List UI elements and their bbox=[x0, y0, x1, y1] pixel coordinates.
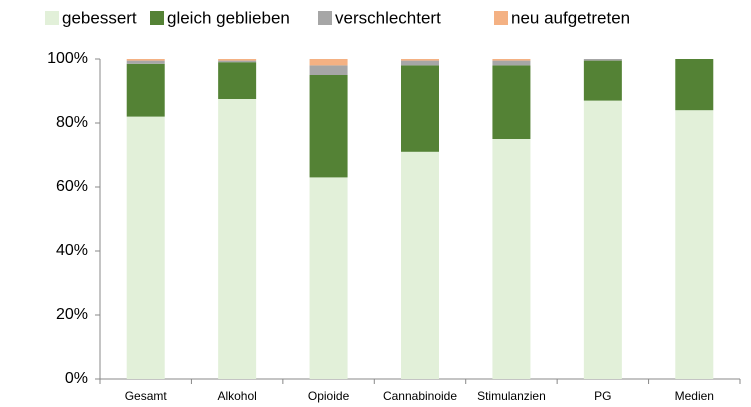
bar-segment bbox=[126, 59, 165, 61]
x-tick-label: Medien bbox=[675, 389, 714, 403]
bar-segment bbox=[218, 62, 257, 99]
x-tick-label: Opioide bbox=[308, 389, 350, 403]
y-tick-label: 40% bbox=[56, 242, 88, 259]
bar-segment bbox=[126, 63, 165, 117]
bar-segment bbox=[401, 60, 439, 66]
bar-segment bbox=[583, 60, 622, 101]
y-tick-label: 80% bbox=[56, 114, 88, 131]
x-tick-label: PG bbox=[594, 389, 611, 403]
bar-segment bbox=[583, 100, 622, 379]
bar-segment bbox=[492, 139, 531, 379]
bar-segment bbox=[309, 75, 348, 178]
legend-swatch bbox=[45, 11, 59, 25]
bar-segment bbox=[126, 116, 165, 379]
bar-segment bbox=[492, 65, 531, 139]
x-tick-label: Alkohol bbox=[217, 389, 256, 403]
bar-segment bbox=[401, 151, 439, 379]
legend-label: gebessert bbox=[62, 8, 137, 27]
bar-segment bbox=[675, 59, 714, 111]
legend-swatch bbox=[318, 11, 332, 25]
legend-swatch bbox=[150, 11, 164, 25]
bar-segment bbox=[401, 59, 439, 61]
y-tick-label: 60% bbox=[56, 178, 88, 195]
bar-segment bbox=[583, 59, 622, 61]
legend-label: verschlechtert bbox=[335, 8, 441, 27]
legend-label: gleich geblieben bbox=[167, 8, 290, 27]
y-tick-label: 100% bbox=[47, 50, 88, 67]
y-tick-label: 0% bbox=[65, 370, 88, 387]
bar-segment bbox=[675, 110, 714, 379]
x-tick-label: Stimulanzien bbox=[477, 389, 546, 403]
bar-segment bbox=[492, 60, 531, 66]
bar-segment bbox=[218, 99, 257, 379]
legend-label: neu aufgetreten bbox=[511, 8, 630, 27]
legend-swatch bbox=[494, 11, 508, 25]
bar-segment bbox=[126, 60, 165, 64]
bar-segment bbox=[401, 65, 439, 152]
bar-segment bbox=[218, 59, 257, 61]
bar-segment bbox=[309, 177, 348, 379]
bar-segment bbox=[309, 65, 348, 75]
x-tick-label: Cannabinoide bbox=[383, 389, 457, 403]
y-tick-label: 20% bbox=[56, 306, 88, 323]
bar-segment bbox=[218, 60, 257, 63]
bar-segment bbox=[309, 59, 348, 66]
bar-segment bbox=[492, 59, 531, 61]
x-tick-label: Gesamt bbox=[125, 389, 168, 403]
